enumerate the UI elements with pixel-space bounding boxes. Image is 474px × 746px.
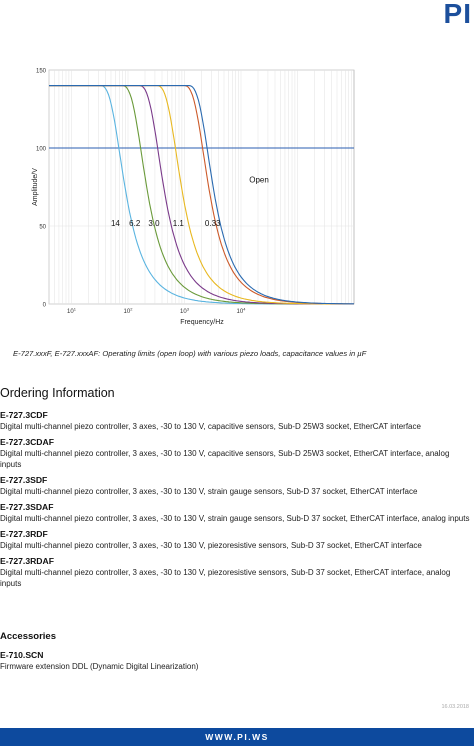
product-code: E-727.3SDAF (0, 502, 54, 512)
product-code: E-727.3CDF (0, 410, 48, 420)
product-code: E-727.3SDF (0, 475, 48, 485)
pi-logo: PI (443, 0, 472, 29)
series-label: 0.33 (205, 219, 221, 228)
product-code: E-727.3CDAF (0, 437, 54, 447)
product-description: Digital multi-channel piezo controller, … (0, 422, 421, 431)
series-label: 1.1 (173, 219, 185, 228)
ordering-item: E-727.3CDF Digital multi-channel piezo c… (0, 410, 474, 432)
ordering-list: E-727.3CDF Digital multi-channel piezo c… (0, 410, 474, 594)
product-code: E-727.3RDAF (0, 556, 54, 566)
product-code: E-727.3RDF (0, 529, 48, 539)
x-axis-label: Frequency/Hz (180, 319, 224, 326)
chart-caption: E-727.xxxF, E-727.xxxAF: Operating limit… (13, 349, 367, 358)
x-tick-label: 103 (180, 307, 190, 316)
ordering-item: E-727.3SDAF Digital multi-channel piezo … (0, 502, 474, 524)
product-description: Digital multi-channel piezo controller, … (0, 449, 450, 469)
series-label: 6.2 (129, 219, 141, 228)
y-tick-label: 100 (36, 147, 47, 153)
x-tick-label: 101 (67, 307, 77, 316)
series-label: Open (249, 175, 269, 184)
ordering-item: E-727.3RDF Digital multi-channel piezo c… (0, 529, 474, 551)
footer-bar: WWW.PI.WS (0, 728, 474, 746)
product-description: Digital multi-channel piezo controller, … (0, 487, 418, 496)
series-line (49, 85, 354, 305)
y-tick-label: 50 (39, 225, 46, 231)
product-description: Digital multi-channel piezo controller, … (0, 514, 470, 523)
y-tick-label: 0 (43, 303, 47, 309)
product-description: Digital multi-channel piezo controller, … (0, 568, 451, 588)
website-link[interactable]: WWW.PI.WS (205, 732, 269, 742)
y-tick-label: 150 (36, 69, 47, 75)
grid-lines (48, 69, 354, 305)
series-label: 14 (111, 219, 120, 228)
series-label: 3.0 (148, 219, 160, 228)
accessory-description: Firmware extension DDL (Dynamic Digital … (0, 662, 199, 671)
ordering-item: E-727.3CDAF Digital multi-channel piezo … (0, 437, 474, 470)
operating-limits-chart: 0 50 100 150 101 102 103 104 14 6.2 3.0 1.1 0.33 Ope… (32, 69, 355, 326)
section-heading-accessories: Accessories (0, 631, 56, 642)
series-lines (49, 85, 354, 305)
ordering-item: E-727.3RDAF Digital multi-channel piezo … (0, 556, 474, 589)
x-tick-label: 102 (124, 307, 134, 316)
axis-ticks: 0 50 100 150 101 102 103 104 (36, 69, 246, 316)
product-description: Digital multi-channel piezo controller, … (0, 541, 422, 550)
accessory-code: E-710.SCN (0, 650, 44, 660)
x-tick-label: 104 (237, 307, 247, 316)
series-labels: 14 6.2 3.0 1.1 0.33 Open (111, 175, 269, 228)
section-heading-ordering: Ordering Information (0, 386, 115, 400)
accessory-item: E-710.SCN Firmware extension DDL (Dynami… (0, 650, 470, 672)
ordering-item: E-727.3SDF Digital multi-channel piezo c… (0, 475, 474, 497)
document-date: 16.03.2018 (441, 704, 469, 710)
y-axis-label: Amplitude/V (32, 168, 39, 206)
